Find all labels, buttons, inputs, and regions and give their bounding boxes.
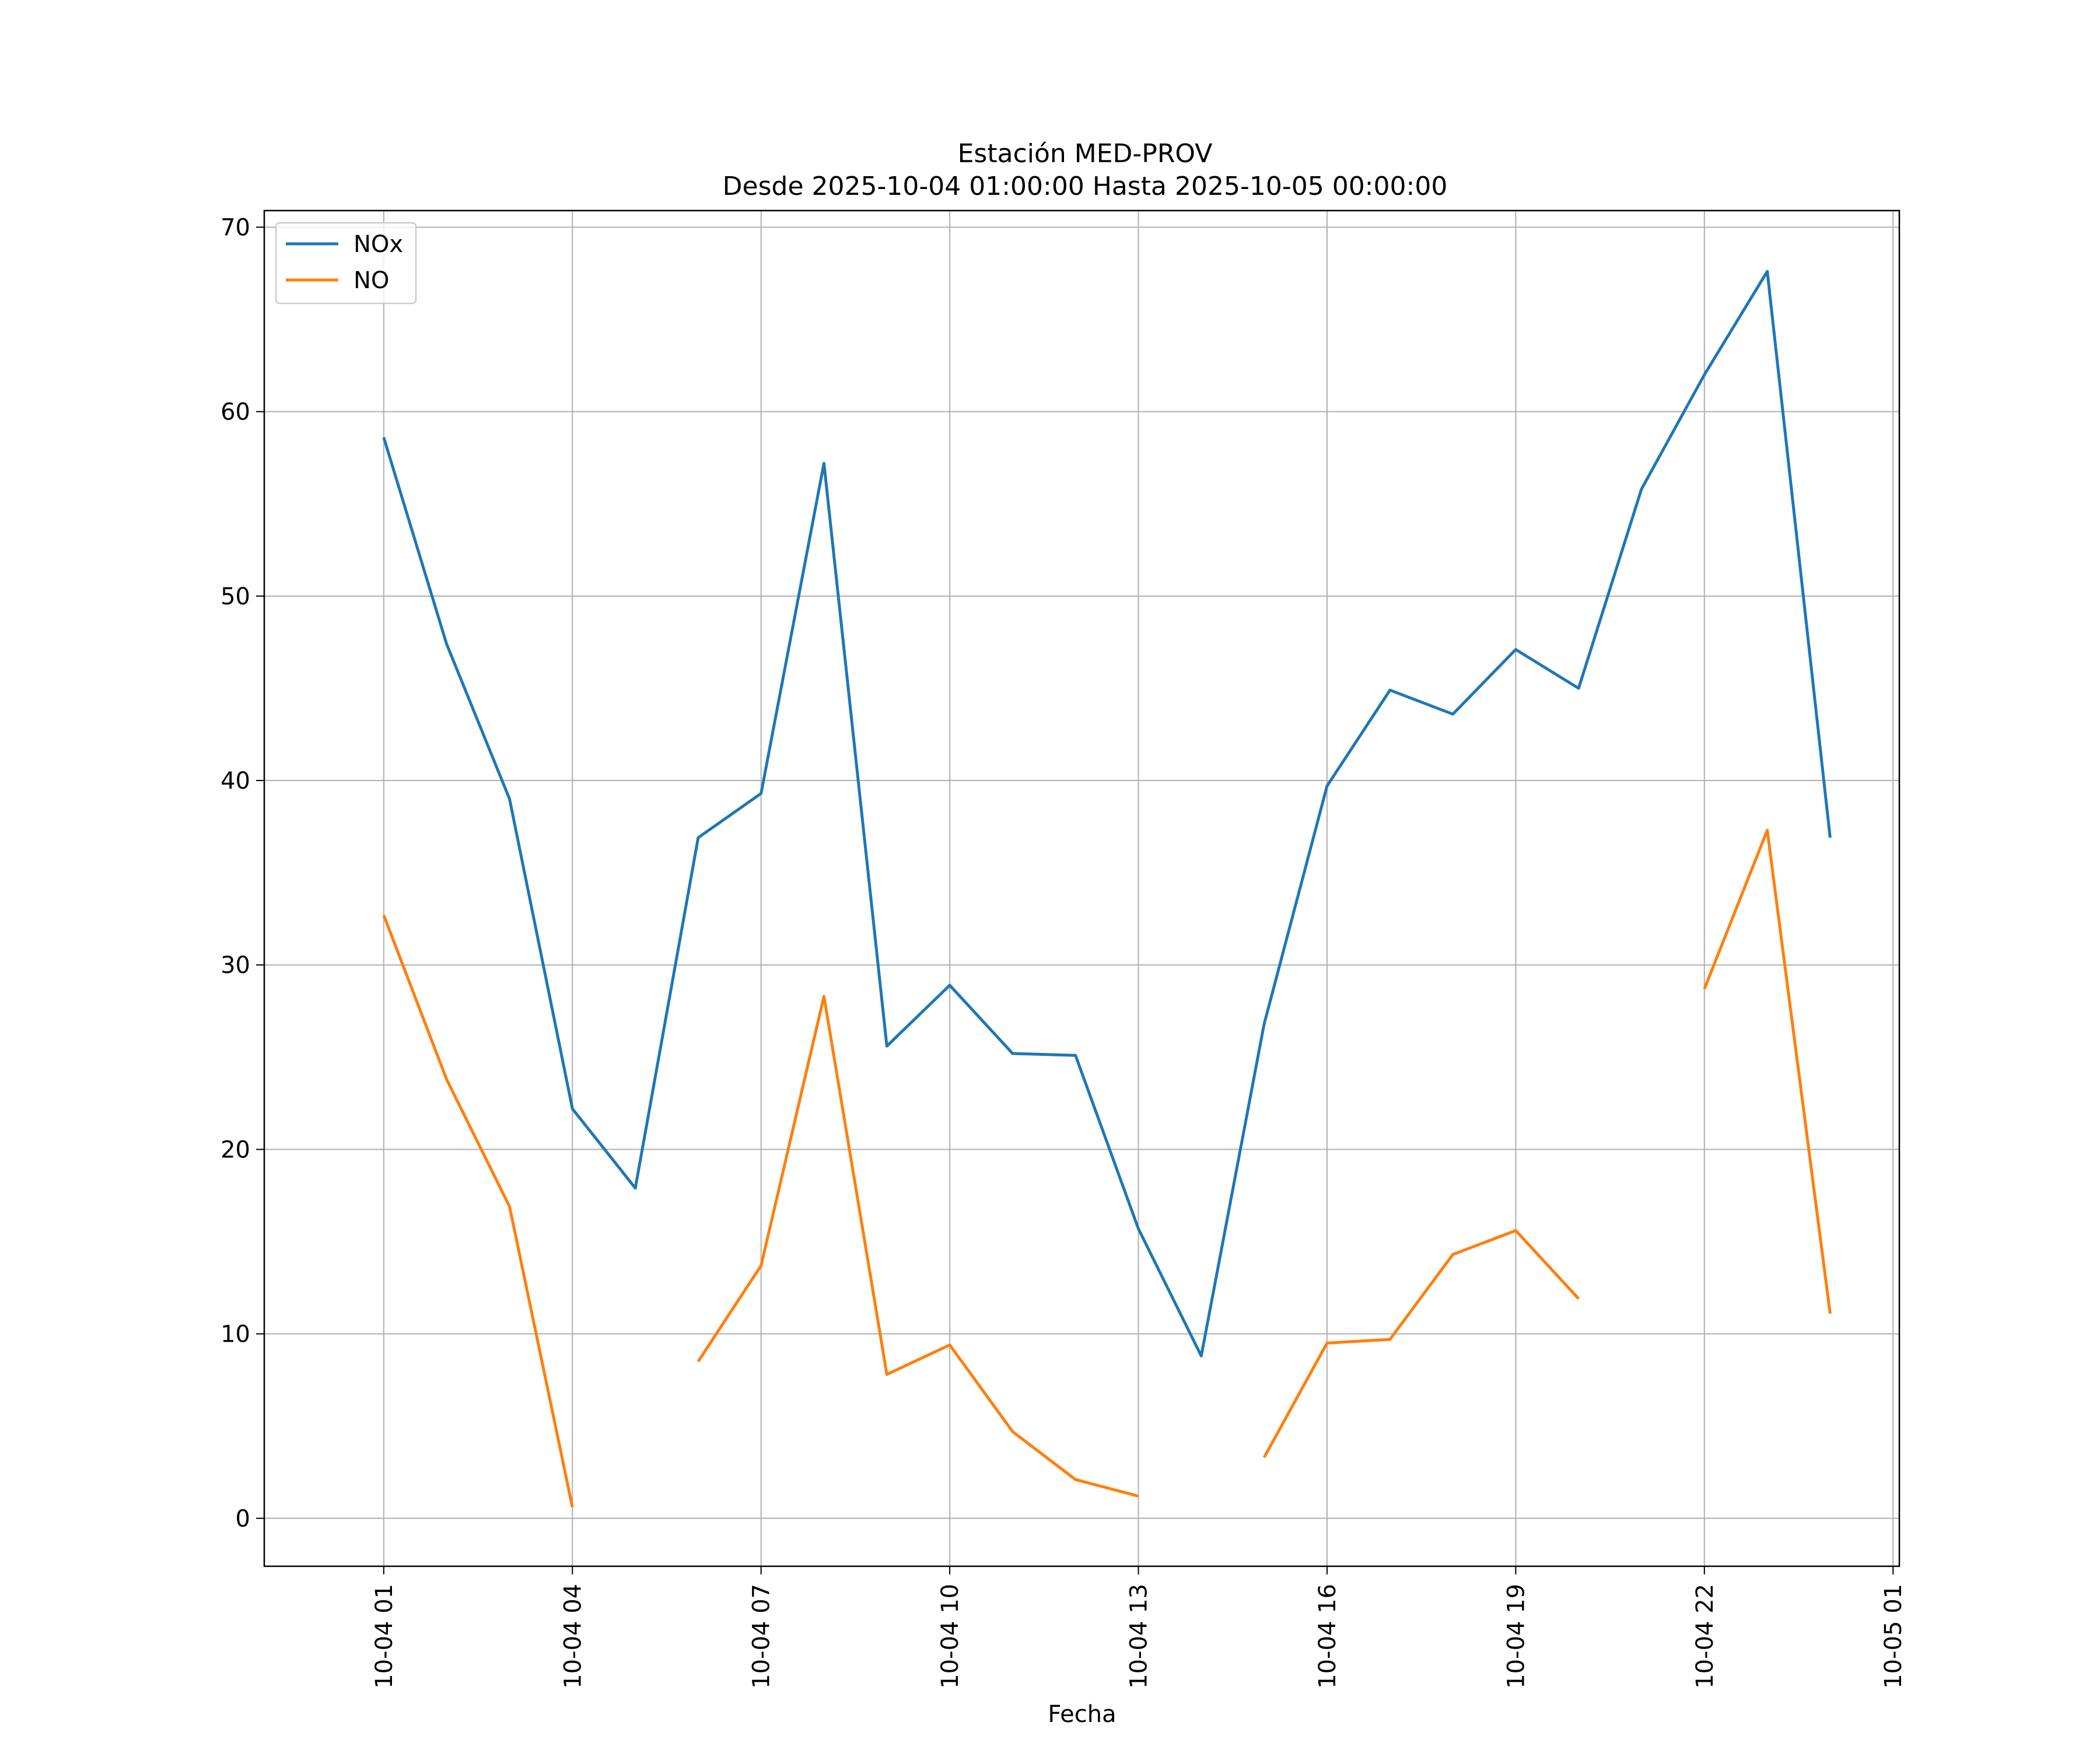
x-axis-ticks: 10-04 01 10-04 04 10-04 07 10-04 10 10-04 13… [371,1566,1907,1689]
x-tick-label: 10-04 07 [748,1584,775,1689]
series-line-no [1262,1229,1580,1458]
y-tick-label: 70 [220,214,250,241]
x-tick-label: 10-04 19 [1503,1584,1530,1689]
plot-series [382,270,1832,1508]
y-tick-label: 0 [236,1506,250,1532]
x-tick-label: 10-04 10 [937,1584,964,1689]
legend-label-nox: NOx [354,231,403,258]
x-tick-label: 10-04 01 [371,1584,398,1689]
x-tick-label: 10-04 13 [1126,1584,1153,1689]
x-axis-label: Fecha [1048,1701,1116,1728]
series-line-no [382,914,574,1508]
y-tick-label: 60 [220,399,250,426]
grid [264,211,1899,1566]
y-tick-label: 40 [220,768,250,794]
y-tick-label: 10 [220,1321,250,1348]
x-tick-label: 10-04 04 [559,1584,586,1689]
y-tick-label: 50 [220,583,250,610]
legend-label-no: NO [354,267,389,294]
series-line-no [696,995,1139,1498]
series-line-no [1703,828,1832,1314]
series-no [382,828,1832,1508]
y-tick-label: 20 [220,1136,250,1163]
y-axis-ticks: 0 10 20 30 40 50 60 70 [220,214,264,1532]
chart-title: Estación MED-PROV [958,139,1213,169]
chart-subtitle: Desde 2025-10-04 01:00:00 Hasta 2025-10-… [723,172,1448,201]
x-tick-label: 10-04 16 [1314,1584,1341,1689]
legend: NOx NO [275,222,417,304]
x-tick-label: 10-05 01 [1880,1584,1907,1689]
x-tick-label: 10-04 22 [1692,1584,1718,1689]
y-tick-label: 30 [220,952,250,979]
series-nox [382,270,1832,1357]
plot-frame [263,209,1901,1567]
series-line-nox [382,270,1832,1357]
